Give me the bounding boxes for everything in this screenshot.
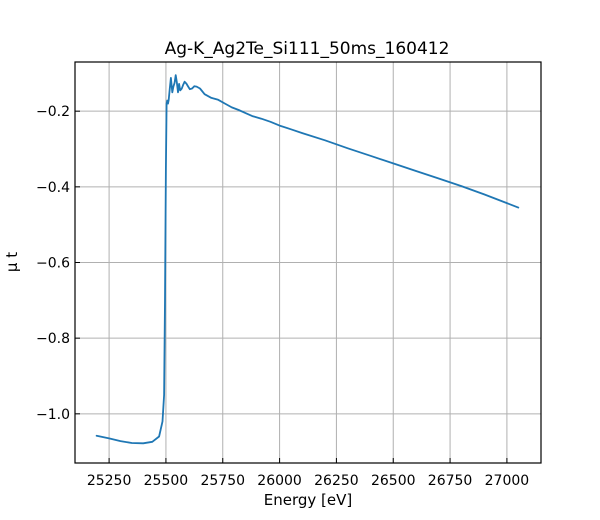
x-tick-label: 25750 [200,473,245,489]
x-tick-label: 27000 [485,473,530,489]
y-tick-label: −0.8 [36,331,70,347]
grid [75,62,541,463]
x-tick-label: 26500 [371,473,416,489]
x-tick-label: 26250 [314,473,359,489]
y-axis-label: μ t [3,252,21,272]
y-tick-label: −0.4 [36,180,70,196]
y-tick-label: −0.6 [36,256,70,272]
x-tick-label: 26750 [428,473,473,489]
x-tick-label: 26000 [257,473,302,489]
y-tick-label: −1.0 [36,407,70,423]
x-axis-label: Energy [eV] [264,491,352,509]
ticks: 25250 25500 25750 26000 26250 26500 26750 27000… [36,104,529,489]
series-line [95,74,520,445]
x-tick-label: 25250 [87,473,132,489]
x-tick-label: 25500 [144,473,189,489]
y-tick-label: −0.2 [36,104,70,120]
chart-title: Ag-K_Ag2Te_Si111_50ms_160412 [165,39,450,59]
series-layer [95,74,520,445]
